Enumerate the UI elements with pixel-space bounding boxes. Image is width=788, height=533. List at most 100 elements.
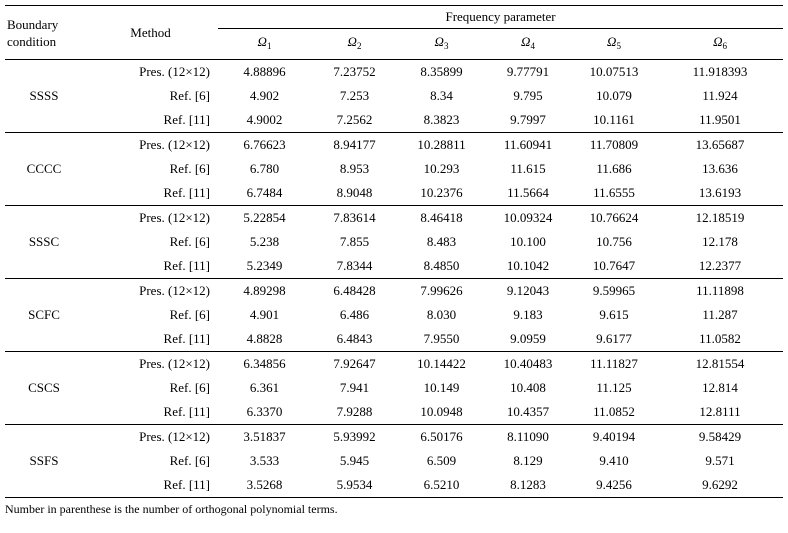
boundary-condition-cell: SSFS [5,424,83,498]
value-cell: 11.11827 [590,356,638,371]
table-row: Ref. [6] 3.533 5.945 6.509 8.129 9.410 9.571 [5,449,783,473]
value-cell: 9.571 [705,453,735,468]
value-cell: 13.636 [702,161,738,176]
table-row: Ref. [11] 6.7484 8.9048 10.2376 11.5664 11.65… [5,181,784,206]
value-cell: 9.4256 [571,473,657,498]
header-omega-6: Ω6 [657,28,784,60]
value-cell: 9.7997 [485,108,571,133]
value-cell: 6.509 [426,453,457,468]
value-cell: 11.924 [702,88,738,103]
value-cell: 12.8111 [657,400,784,425]
value-cell: 9.6292 [657,473,784,498]
value-cell: 7.23752 [333,64,376,79]
value-cell: 5.238 [249,234,280,249]
value-cell: 7.8344 [311,254,398,279]
value-cell: 10.149 [423,380,460,395]
value-cell: 4.89298 [243,283,286,298]
value-cell: 11.615 [510,161,546,176]
value-cell: 8.46418 [420,210,463,225]
value-cell: 9.0959 [485,327,571,352]
value-cell: 9.6177 [571,327,657,352]
method-cell: Ref. [6] [169,88,210,103]
table-row: SSFS Pres. (12×12) 3.51837 5.93992 6.50176 8.… [5,424,783,498]
value-cell: 8.483 [426,234,457,249]
value-cell: 4.88896 [243,64,286,79]
value-cell: 9.795 [513,88,543,103]
omega-symbol: Ω3 [434,34,449,51]
value-cell: 9.58429 [698,429,742,444]
method-cell: Ref. [6] [169,307,210,322]
value-cell: 10.079 [596,88,632,103]
header-method: Method [83,5,218,60]
value-cell: 10.756 [596,234,632,249]
value-cell: 7.92647 [333,356,376,371]
table-row: Ref. [6] 6.780 8.953 10.293 11.615 11.686 13.6… [5,157,783,181]
method-cell: Ref. [11] [83,254,218,279]
method-cell: Ref. [11] [83,473,218,498]
value-cell: 10.1042 [485,254,571,279]
boundary-condition-cell: CSCS [5,351,83,425]
value-cell: 3.533 [249,453,280,468]
value-cell: 10.76624 [589,210,639,225]
value-cell: 6.780 [249,161,280,176]
omega-subscript: 3 [443,41,449,51]
value-cell: 12.18519 [695,210,745,225]
table-row: Ref. [11] 6.3370 7.9288 10.0948 10.4357 11.08… [5,400,784,425]
value-cell: 12.81554 [695,356,745,371]
value-cell: 8.129 [513,453,543,468]
value-cell: 10.28811 [417,137,466,152]
value-cell: 8.3823 [398,108,485,133]
boundary-condition-cell: SSSS [5,59,83,133]
method-cell: Pres. (12×12) [139,356,210,371]
value-cell: 5.945 [339,453,370,468]
value-cell: 6.3370 [218,400,311,425]
value-cell: 7.9550 [398,327,485,352]
value-cell: 3.5268 [218,473,311,498]
value-cell: 11.70809 [589,137,639,152]
table-row: Ref. [6] 4.901 6.486 8.030 9.183 9.615 11.287 [5,303,783,327]
value-cell: 6.50176 [420,429,463,444]
method-cell: Ref. [11] [83,108,218,133]
omega-subscript: 6 [722,41,727,51]
method-cell: Ref. [6] [169,453,210,468]
value-cell: 9.615 [599,307,629,322]
value-cell: 12.178 [702,234,738,249]
value-cell: 7.99626 [420,283,463,298]
value-cell: 6.34856 [243,356,286,371]
boundary-condition-cell: SCFC [5,278,83,352]
table-row: Ref. [11] 4.9002 7.2562 8.3823 9.7997 10.1161… [5,108,784,133]
value-cell: 8.94177 [333,137,376,152]
value-cell: 8.9048 [311,181,398,206]
value-cell: 8.1283 [485,473,571,498]
method-cell: Ref. [6] [169,380,210,395]
method-cell: Ref. [11] [83,181,218,206]
value-cell: 8.953 [339,161,370,176]
value-cell: 9.77791 [506,64,550,79]
value-cell: 8.030 [426,307,457,322]
value-cell: 4.902 [249,88,280,103]
omega-subscript: 2 [356,41,362,51]
omega-subscript: 4 [530,41,535,51]
value-cell: 10.09324 [503,210,553,225]
value-cell: 10.40483 [503,356,553,371]
header-omega-3: Ω3 [398,28,485,60]
value-cell: 10.293 [423,161,460,176]
value-cell: 7.253 [339,88,370,103]
value-cell: 10.1161 [571,108,657,133]
frequency-table: Boundary condition Method Frequency para… [5,5,784,498]
value-cell: 4.901 [249,307,280,322]
value-cell: 8.11090 [507,429,549,444]
table-row: Ref. [6] 5.238 7.855 8.483 10.100 10.756 12.17… [5,230,783,254]
table-row: SSSS Pres. (12×12) 4.88896 7.23752 8.35899 9.… [5,59,783,133]
value-cell: 5.9534 [311,473,398,498]
method-cell: Ref. [6] [169,161,210,176]
value-cell: 12.2377 [657,254,784,279]
value-cell: 5.93992 [333,429,376,444]
value-cell: 10.7647 [571,254,657,279]
value-cell: 6.4843 [311,327,398,352]
value-cell: 9.183 [513,307,543,322]
method-cell: Ref. [6] [169,234,210,249]
header-omega-4: Ω4 [485,28,571,60]
value-cell: 7.855 [339,234,370,249]
value-cell: 11.60941 [503,137,553,152]
